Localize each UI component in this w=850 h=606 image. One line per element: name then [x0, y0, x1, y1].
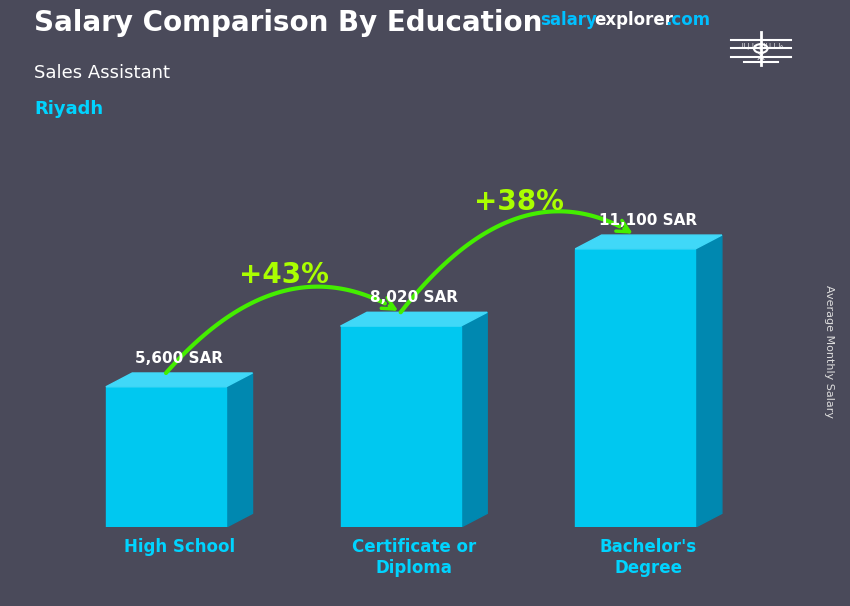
Bar: [106, 387, 226, 527]
Bar: [575, 249, 695, 527]
Text: 5,600 SAR: 5,600 SAR: [135, 351, 224, 365]
Text: Riyadh: Riyadh: [34, 100, 103, 118]
Text: ⚔: ⚔: [756, 52, 766, 62]
Text: 8,020 SAR: 8,020 SAR: [370, 290, 458, 305]
Polygon shape: [461, 312, 487, 527]
Text: +43%: +43%: [240, 261, 329, 289]
Text: Average Monthly Salary: Average Monthly Salary: [824, 285, 834, 418]
Text: Sales Assistant: Sales Assistant: [34, 64, 170, 82]
Polygon shape: [575, 235, 722, 249]
Polygon shape: [226, 373, 252, 527]
Text: Salary Comparison By Education: Salary Comparison By Education: [34, 9, 542, 37]
Text: Certificate or
Diploma: Certificate or Diploma: [352, 538, 476, 577]
Polygon shape: [695, 235, 722, 527]
Text: +38%: +38%: [474, 188, 564, 216]
Text: Bachelor's
Degree: Bachelor's Degree: [600, 538, 697, 577]
Polygon shape: [106, 373, 252, 387]
Polygon shape: [341, 312, 487, 326]
Text: 11,100 SAR: 11,100 SAR: [599, 213, 698, 228]
Text: High School: High School: [123, 538, 235, 556]
Text: salary: salary: [540, 11, 597, 29]
Text: explorer: explorer: [594, 11, 673, 29]
Text: .com: .com: [666, 11, 711, 29]
Bar: [341, 326, 461, 527]
Text: لا إله إلا الله: لا إله إلا الله: [739, 42, 783, 49]
